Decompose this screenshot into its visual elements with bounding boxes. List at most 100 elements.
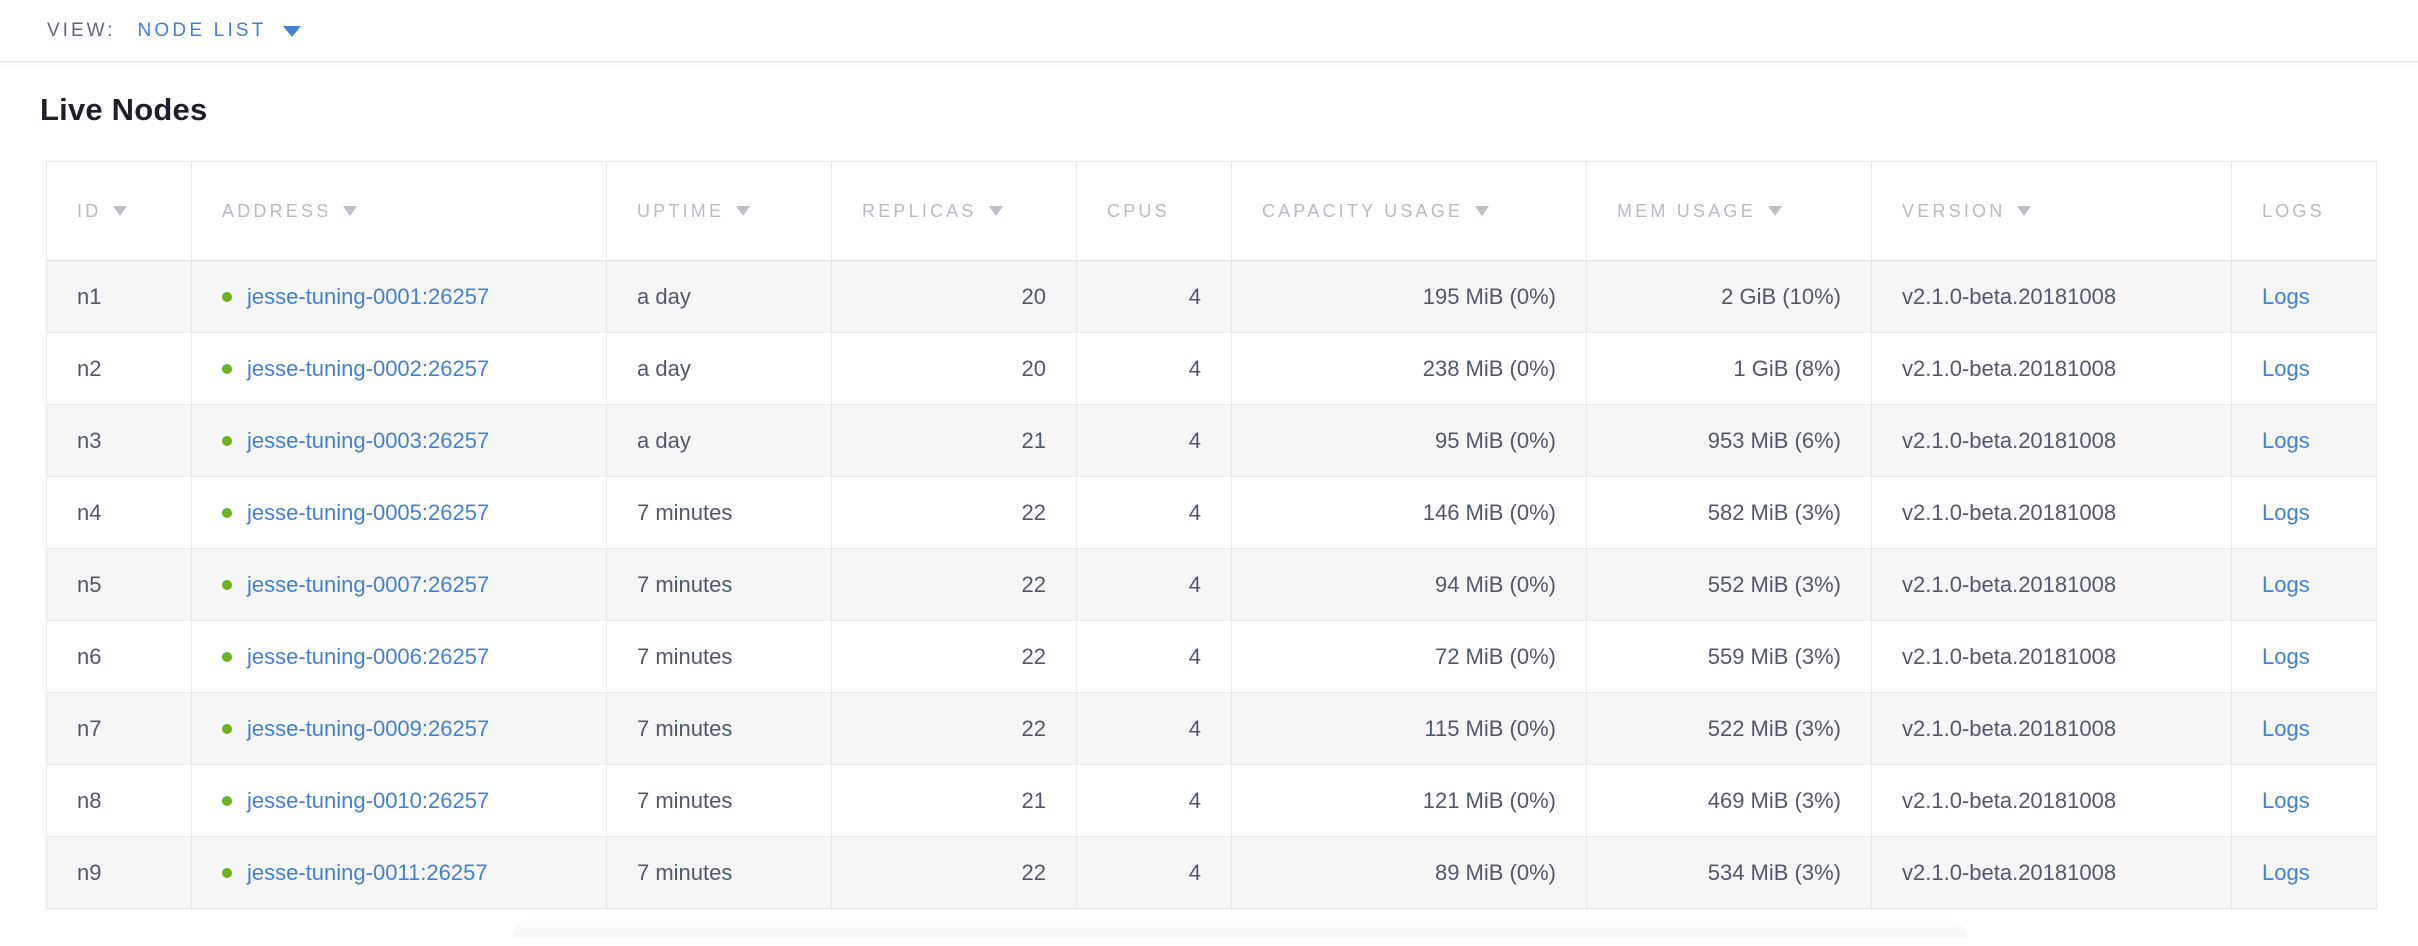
table-row: n2 jesse-tuning-0002:26257 a day 20 4 238 MiB… (46, 332, 2377, 405)
node-logs-link[interactable]: Logs (2262, 715, 2310, 741)
sort-desc-icon (1475, 205, 1490, 216)
node-address-link[interactable]: jesse-tuning-0005:26257 (247, 499, 490, 525)
live-nodes-table-container: ID ADDRESS UPTIME REPLICAS CPUS CAPACITY USAG… (46, 161, 2377, 909)
cell-capacity_usage: 95 MiB (0%) (1231, 404, 1587, 477)
view-selector-dropdown[interactable]: NODE LIST (138, 20, 301, 42)
cell-logs: Logs (2231, 836, 2377, 909)
cell-value: 146 MiB (0%) (1422, 499, 1556, 525)
cell-value: 195 MiB (0%) (1422, 283, 1556, 309)
cell-id: n6 (46, 620, 192, 693)
cell-replicas: 22 (831, 548, 1077, 621)
cell-version: v2.1.0-beta.20181008 (1871, 836, 2232, 909)
cell-cpus: 4 (1076, 836, 1232, 909)
cell-value: 21 (1021, 787, 1046, 813)
cell-value: n4 (77, 499, 102, 525)
cell-value: 4 (1188, 787, 1201, 813)
column-header-id[interactable]: ID (46, 161, 192, 261)
cell-value: n3 (77, 427, 102, 453)
cell-value: 469 MiB (3%) (1707, 787, 1841, 813)
node-status-healthy-icon (222, 507, 232, 518)
table-row: n3 jesse-tuning-0003:26257 a day 21 4 95 MiB … (46, 404, 2377, 477)
column-header-version[interactable]: VERSION (1871, 161, 2232, 261)
cell-mem_usage: 534 MiB (3%) (1586, 836, 1872, 909)
cell-capacity_usage: 94 MiB (0%) (1231, 548, 1587, 621)
cell-value: 7 minutes (637, 499, 733, 525)
node-address-link[interactable]: jesse-tuning-0007:26257 (247, 571, 490, 597)
view-selected-value: NODE LIST (137, 19, 267, 41)
node-logs-link[interactable]: Logs (2262, 571, 2310, 597)
cell-replicas: 22 (831, 620, 1077, 693)
node-logs-link[interactable]: Logs (2262, 283, 2310, 309)
node-logs-link[interactable]: Logs (2262, 643, 2310, 669)
node-address-link[interactable]: jesse-tuning-0010:26257 (247, 787, 490, 813)
sort-desc-icon (343, 205, 358, 216)
cell-version: v2.1.0-beta.20181008 (1871, 260, 2232, 333)
node-status-healthy-icon (222, 723, 232, 734)
cell-capacity_usage: 121 MiB (0%) (1231, 764, 1587, 837)
table-row: n8 jesse-tuning-0010:26257 7 minutes 21 4 121… (46, 764, 2377, 837)
node-logs-link[interactable]: Logs (2262, 859, 2310, 885)
column-header-label: VERSION (1902, 200, 2006, 221)
view-bar: VIEW: NODE LIST (0, 0, 2418, 62)
node-logs-link[interactable]: Logs (2262, 355, 2310, 381)
column-header-capacity_usage[interactable]: CAPACITY USAGE (1231, 161, 1587, 261)
column-header-label: LOGS (2262, 200, 2325, 221)
column-header-label: UPTIME (637, 200, 725, 221)
cell-value: 22 (1021, 499, 1046, 525)
cell-cpus: 4 (1076, 548, 1232, 621)
cell-value: 953 MiB (6%) (1707, 427, 1841, 453)
node-address-link[interactable]: jesse-tuning-0003:26257 (247, 427, 490, 453)
cell-value: 22 (1021, 859, 1046, 885)
node-address-link[interactable]: jesse-tuning-0011:26257 (247, 859, 488, 885)
cell-id: n5 (46, 548, 192, 621)
column-header-uptime[interactable]: UPTIME (606, 161, 832, 261)
node-logs-link[interactable]: Logs (2262, 499, 2310, 525)
cell-replicas: 22 (831, 692, 1077, 765)
column-header-mem_usage[interactable]: MEM USAGE (1586, 161, 1872, 261)
node-address-link[interactable]: jesse-tuning-0001:26257 (247, 283, 490, 309)
sort-desc-icon (1767, 205, 1782, 216)
cell-version: v2.1.0-beta.20181008 (1871, 620, 2232, 693)
cell-value: v2.1.0-beta.20181008 (1902, 427, 2117, 453)
node-status-healthy-icon (222, 291, 232, 302)
cell-cpus: 4 (1076, 476, 1232, 549)
cell-cpus: 4 (1076, 404, 1232, 477)
cell-value: 4 (1188, 643, 1201, 669)
node-logs-link[interactable]: Logs (2262, 427, 2310, 453)
cell-uptime: 7 minutes (606, 620, 832, 693)
cell-value: 4 (1188, 859, 1201, 885)
node-address-link[interactable]: jesse-tuning-0006:26257 (247, 643, 490, 669)
cell-id: n3 (46, 404, 192, 477)
node-address-link[interactable]: jesse-tuning-0002:26257 (247, 355, 490, 381)
column-header-replicas[interactable]: REPLICAS (831, 161, 1077, 261)
cell-value: 115 MiB (0%) (1424, 715, 1556, 741)
node-status-healthy-icon (222, 867, 232, 878)
cell-value: 238 MiB (0%) (1422, 355, 1556, 381)
cell-uptime: 7 minutes (606, 548, 832, 621)
caret-down-icon (282, 26, 301, 37)
cell-replicas: 21 (831, 404, 1077, 477)
cell-replicas: 20 (831, 260, 1077, 333)
cell-capacity_usage: 115 MiB (0%) (1231, 692, 1587, 765)
sort-desc-icon (988, 205, 1003, 216)
node-status-healthy-icon (222, 435, 232, 446)
sort-desc-icon (113, 205, 128, 216)
cell-value: 22 (1021, 571, 1046, 597)
node-logs-link[interactable]: Logs (2262, 787, 2310, 813)
cell-uptime: 7 minutes (606, 692, 832, 765)
cell-id: n2 (46, 332, 192, 405)
cell-value: 20 (1021, 283, 1046, 309)
cell-value: v2.1.0-beta.20181008 (1902, 355, 2117, 381)
cell-logs: Logs (2231, 764, 2377, 837)
cell-value: 534 MiB (3%) (1707, 859, 1841, 885)
column-header-address[interactable]: ADDRESS (191, 161, 607, 261)
node-status-healthy-icon (222, 651, 232, 662)
cell-mem_usage: 582 MiB (3%) (1586, 476, 1872, 549)
cell-id: n7 (46, 692, 192, 765)
node-address-link[interactable]: jesse-tuning-0009:26257 (247, 715, 490, 741)
cell-value: 7 minutes (637, 715, 733, 741)
cell-logs: Logs (2231, 548, 2377, 621)
cell-cpus: 4 (1076, 764, 1232, 837)
cell-logs: Logs (2231, 260, 2377, 333)
node-status-healthy-icon (222, 795, 232, 806)
